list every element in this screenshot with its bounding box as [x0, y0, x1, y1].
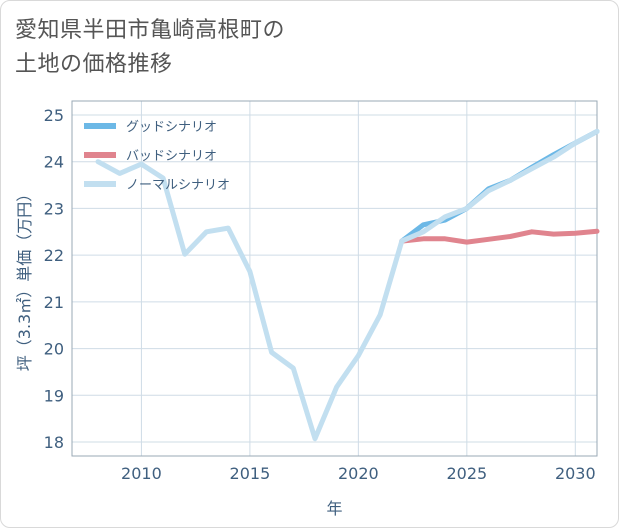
x-tick-2020: 2020	[338, 464, 379, 483]
tick-labels: 2010 2015 2020 2025 2030 18 19 20 21 22 23 24 25	[44, 106, 596, 483]
x-axis-title: 年	[326, 499, 342, 518]
x-tick-2030: 2030	[555, 464, 596, 483]
legend-label-2: ノーマルシナリオ	[126, 178, 230, 193]
grid	[72, 101, 597, 456]
y-tick-25: 25	[44, 106, 64, 125]
y-tick-23: 23	[44, 199, 64, 218]
plot-frame	[71, 100, 598, 457]
y-tick-22: 22	[44, 246, 64, 265]
y-tick-19: 19	[44, 386, 64, 405]
legend-label-1: バッドシナリオ	[126, 149, 217, 164]
series-line-2	[95, 128, 600, 442]
chart-title-line2: 土地の価格推移	[15, 52, 173, 77]
chart-title: 愛知県半田市亀崎高根町の 土地の価格推移	[15, 14, 615, 82]
x-tick-2010: 2010	[121, 464, 162, 483]
series-line-1	[399, 228, 600, 245]
y-tick-24: 24	[44, 153, 64, 172]
y-axis-title: 坪（3.3㎡）単価（万円）	[15, 186, 34, 371]
series-lines	[95, 128, 600, 442]
y-tick-20: 20	[44, 340, 64, 359]
y-tick-21: 21	[44, 293, 64, 312]
legend-label-0: グッドシナリオ	[126, 120, 217, 135]
x-tick-2025: 2025	[446, 464, 487, 483]
x-tick-2015: 2015	[230, 464, 271, 483]
y-tick-18: 18	[44, 433, 64, 452]
chart-title-line1: 愛知県半田市亀崎高根町の	[15, 18, 286, 43]
